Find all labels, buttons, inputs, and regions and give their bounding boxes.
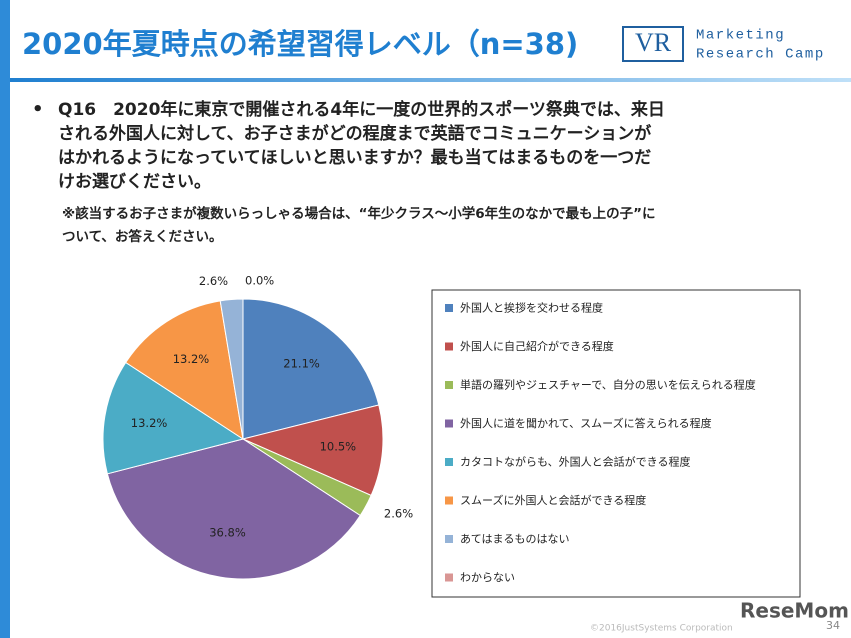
question-text: はかれるようになっていてほしいと思いますか？最も当てはまるものを一つだ — [58, 147, 651, 168]
slide-title: 2020年夏時点の希望習得レベル（n=38) — [22, 27, 578, 61]
legend-label: スムーズに外国人と会話ができる程度 — [460, 493, 646, 507]
legend-swatch — [445, 535, 453, 543]
legend-label: 外国人に道を聞かれて、スムーズに答えられる程度 — [460, 416, 712, 430]
question-text: される外国人に対して、お子さまがどの程度まで英語でコミュニケーションが — [58, 123, 651, 144]
page-number: 34 — [826, 619, 840, 632]
note-text: ※該当するお子さまが複数いらっしゃる場合は、“年少クラス～小学6年生のなかで最も… — [62, 205, 656, 222]
legend-swatch — [445, 573, 453, 582]
legend-label: 外国人に自己紹介ができる程度 — [460, 339, 614, 353]
legend-swatch — [445, 458, 453, 466]
note-text: ついて、お答えください。 — [62, 228, 223, 245]
data-label: 13.2% — [131, 416, 168, 430]
legend-swatch — [445, 381, 453, 389]
data-label: 2.6% — [384, 507, 413, 521]
side-bar — [0, 0, 10, 638]
question-text: けお選びください。 — [58, 172, 211, 192]
copyright: ©2016JustSystems Corporation — [590, 624, 733, 634]
legend-swatch — [445, 419, 453, 428]
legend-label: わからない — [460, 571, 515, 584]
data-label: 36.8% — [209, 525, 246, 539]
logo-mark: VR — [635, 28, 672, 57]
logo-box — [622, 26, 684, 62]
pie-slice — [242, 298, 380, 440]
logo-text: Marketing — [696, 28, 785, 44]
data-label: 10.5% — [320, 440, 357, 454]
data-label: 2.6% — [199, 274, 228, 288]
legend-box — [431, 289, 801, 598]
legend-swatch — [445, 342, 453, 351]
data-label: 0.0% — [245, 274, 274, 288]
pie-slice — [125, 300, 244, 441]
pie-slice — [106, 438, 361, 580]
data-label: 13.2% — [173, 352, 210, 366]
title-underline — [10, 78, 851, 82]
data-label: 21.1% — [283, 356, 320, 370]
legend-label: カタコトながらも、外国人と会話ができる程度 — [460, 455, 690, 469]
legend-swatch — [445, 304, 453, 312]
bullet: • — [32, 99, 44, 120]
pie-slice — [102, 361, 245, 475]
legend-label: あてはまるものはない — [460, 533, 570, 546]
legend-swatch — [445, 496, 453, 505]
pie-slice — [241, 404, 384, 497]
legend-label: 単語の羅列やジェスチャーで、自分の思いを伝えられる程度 — [460, 378, 756, 392]
legend-label: 外国人と挨拶を交わせる程度 — [460, 301, 603, 315]
watermark: ReseMom — [740, 599, 849, 623]
question-text: Q16 2020年に東京で開催される4年に一度の世界的スポーツ祭典では、来日 — [58, 99, 665, 120]
logo-text: Research Camp — [696, 47, 825, 63]
